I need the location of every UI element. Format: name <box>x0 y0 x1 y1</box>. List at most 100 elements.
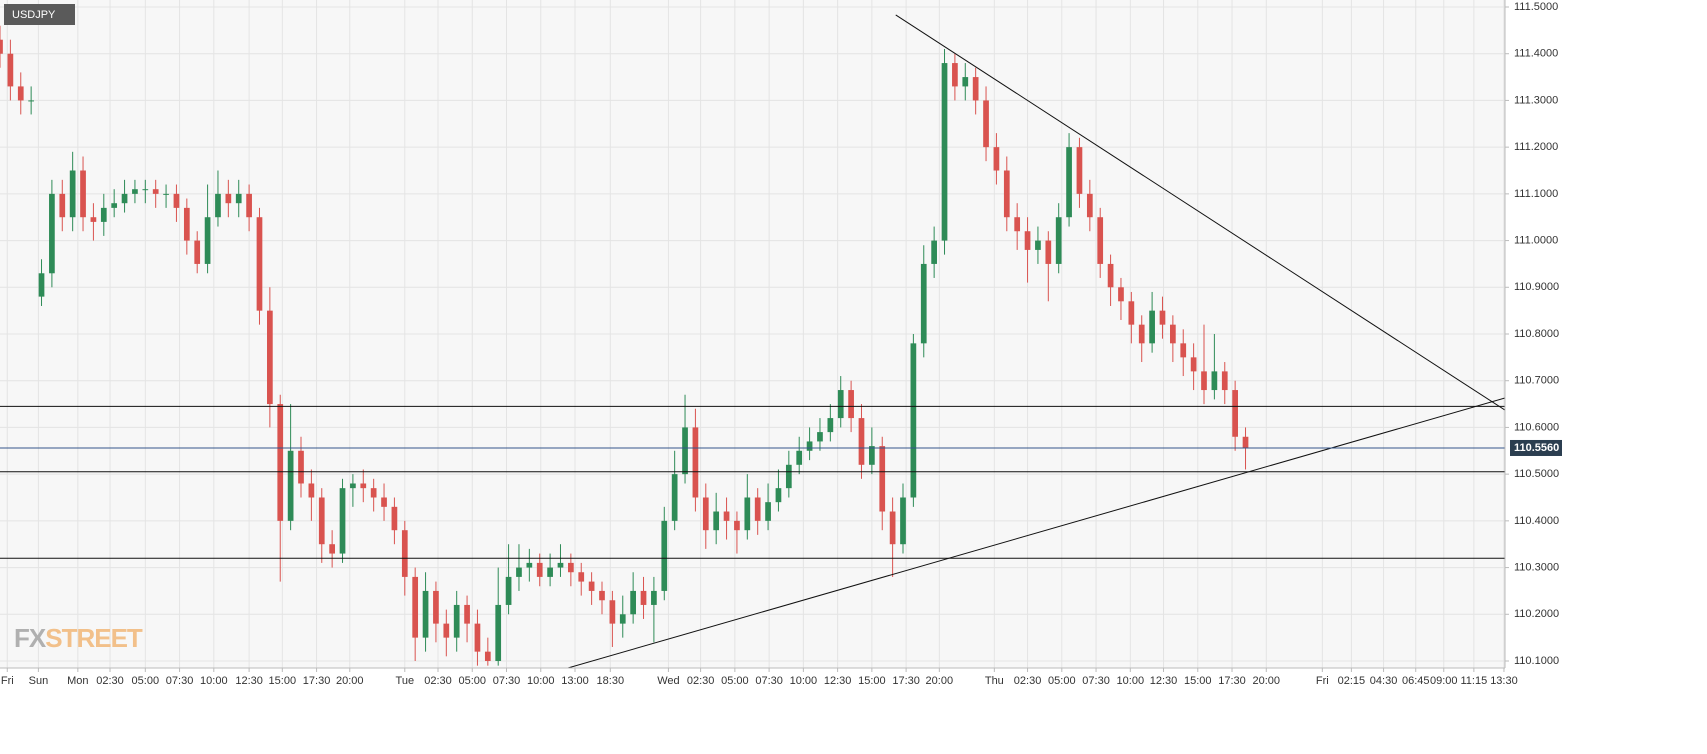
y-tick-label: 111.1000 <box>1514 188 1558 200</box>
candle-body <box>869 446 875 465</box>
candle-body <box>1066 147 1072 218</box>
candle-body <box>1190 357 1197 372</box>
x-tick-label: 20:00 <box>926 675 954 687</box>
candle-body <box>80 170 86 218</box>
x-tick-label: Wed <box>657 675 679 687</box>
x-tick-label: 02:15 <box>1338 675 1366 687</box>
candle-body <box>775 488 782 503</box>
x-tick-label: Tue <box>396 675 415 687</box>
candle-body <box>1242 436 1249 448</box>
candle-body <box>401 530 408 577</box>
x-tick-label: 15:00 <box>1184 675 1212 687</box>
candle-body <box>1170 324 1176 344</box>
x-tick-label: 07:30 <box>1082 675 1110 687</box>
candle-body <box>59 193 66 218</box>
x-tick-label: 04:30 <box>1370 675 1398 687</box>
candle-body <box>308 483 315 498</box>
y-tick-label: 111.0000 <box>1514 234 1558 246</box>
y-tick-label: 110.1000 <box>1514 655 1559 667</box>
candle-body <box>702 497 709 531</box>
candle-body <box>920 263 927 344</box>
candle-body <box>536 562 543 577</box>
last-price-box <box>1510 439 1562 456</box>
candle-body <box>38 273 45 297</box>
candle-body <box>121 193 128 204</box>
candle-body <box>568 562 574 573</box>
candle-body <box>287 450 294 521</box>
x-tick-label: 20:00 <box>1253 675 1281 687</box>
x-tick-label: 09:00 <box>1430 675 1458 687</box>
candle-body <box>516 567 522 577</box>
x-tick-label: 12:30 <box>235 675 263 687</box>
candle-body <box>204 217 211 264</box>
title-box <box>4 4 75 25</box>
candle-body <box>1138 324 1145 344</box>
candle-body <box>350 483 356 489</box>
candle-body <box>484 651 491 661</box>
candle-body <box>1201 371 1207 391</box>
candle-body <box>713 511 720 531</box>
candle-body <box>785 464 792 489</box>
candle-body <box>734 520 740 531</box>
candle-body <box>952 63 958 87</box>
candle-body <box>547 567 553 577</box>
candle-body <box>370 488 377 498</box>
x-tick-label: 05:00 <box>721 675 749 687</box>
candle-body <box>817 432 823 442</box>
y-tick-label: 110.6000 <box>1514 421 1559 433</box>
candle-body <box>962 77 969 87</box>
candle-body <box>1149 310 1155 344</box>
candle-body <box>588 581 595 591</box>
candle-body <box>381 497 387 507</box>
candle-body <box>1221 371 1228 391</box>
y-tick-label: 111.3000 <box>1514 94 1558 106</box>
candle-body <box>412 576 419 638</box>
y-tick-label: 110.8000 <box>1514 328 1559 340</box>
candle-body <box>1035 240 1041 250</box>
candle-body <box>796 450 803 465</box>
candle-body <box>1055 217 1062 264</box>
axes: 110.1000 110.2000 110.3000 110.4000 110.5000… <box>1 1 1562 687</box>
trend-line <box>566 397 1505 668</box>
candle-body <box>910 343 917 498</box>
candle-body <box>100 207 107 222</box>
candle-body <box>90 217 97 222</box>
candle-body <box>443 623 450 638</box>
candle-body <box>391 506 398 531</box>
candle-body <box>246 193 252 218</box>
candle-body <box>651 590 657 605</box>
candle-body <box>630 590 636 615</box>
x-tick-label: Thu <box>985 675 1004 687</box>
candle-body <box>1159 310 1166 325</box>
candle-body <box>194 240 201 264</box>
candle-body <box>526 562 533 568</box>
candle-body <box>837 390 844 419</box>
x-tick-label: Mon <box>67 675 88 687</box>
candle-body <box>661 520 668 591</box>
candle-body <box>754 497 761 521</box>
candle-body <box>235 193 242 204</box>
x-tick-label: 12:30 <box>824 675 852 687</box>
candle-body <box>848 390 854 419</box>
candle-body <box>433 590 439 624</box>
candle-body <box>453 604 460 638</box>
candle-body <box>1180 343 1187 358</box>
candle-body <box>267 310 273 405</box>
candle-body <box>225 193 232 204</box>
candle-body <box>599 590 605 601</box>
candle-body <box>7 53 14 87</box>
candle-body <box>1097 217 1104 264</box>
candle-body <box>215 193 221 218</box>
x-tick-label: 17:30 <box>892 675 920 687</box>
candle-body <box>464 604 470 624</box>
x-tick-label: Fri <box>1 675 14 687</box>
candle-body <box>993 147 1000 171</box>
candle-body <box>339 488 346 554</box>
candle-body <box>858 418 865 465</box>
x-tick-label: 13:30 <box>1490 675 1518 687</box>
x-tick-label: 10:00 <box>790 675 818 687</box>
candle-body <box>142 189 149 191</box>
x-tick-label: 05:00 <box>1048 675 1076 687</box>
candle-body <box>183 207 190 241</box>
